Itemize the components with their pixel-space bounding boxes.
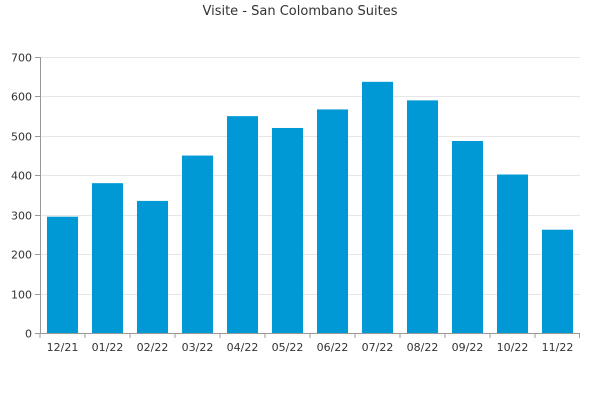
axes-layer: [35, 57, 580, 338]
x-tick-label: 06/22: [317, 341, 349, 354]
chart-title: Visite - San Colombano Suites: [202, 4, 397, 19]
bar: [406, 100, 439, 334]
x-tick-label: 08/22: [407, 341, 439, 354]
bar: [271, 127, 304, 333]
y-tick-label: 0: [25, 328, 32, 341]
y-tick-label: 500: [11, 131, 32, 144]
bar: [541, 229, 574, 333]
bar: [451, 140, 484, 333]
x-tick-label: 07/22: [362, 341, 394, 354]
bar: [361, 81, 394, 333]
y-tick-label: 300: [11, 210, 32, 223]
x-tick-label: 03/22: [182, 341, 214, 354]
x-tick-label: 05/22: [272, 341, 304, 354]
x-tick-labels: 12/21 01/22 02/22 03/22 04/22 05/22 06/22 07/22…: [47, 341, 574, 354]
x-tick-label: 10/22: [497, 341, 529, 354]
bar: [46, 216, 79, 333]
x-tick-label: 02/22: [137, 341, 169, 354]
x-tick-label: 11/22: [542, 341, 574, 354]
x-tick-label: 04/22: [227, 341, 259, 354]
bar: [136, 200, 169, 333]
bar: [316, 109, 349, 333]
x-tick-label: 09/22: [452, 341, 484, 354]
bar: [91, 183, 124, 333]
bar: [181, 155, 214, 333]
x-tick-label: 01/22: [92, 341, 124, 354]
bar: [496, 174, 529, 333]
y-tick-label: 100: [11, 289, 32, 302]
bars-layer: [46, 81, 574, 334]
x-tick-label: 12/21: [47, 341, 79, 354]
y-tick-labels: 0 100 200 300 400 500 600 700: [11, 52, 32, 341]
bar: [226, 116, 259, 333]
y-tick-label: 600: [11, 91, 32, 104]
grid-layer: [40, 57, 580, 295]
y-tick-label: 200: [11, 249, 32, 262]
y-tick-label: 400: [11, 170, 32, 183]
y-tick-label: 700: [11, 52, 32, 65]
